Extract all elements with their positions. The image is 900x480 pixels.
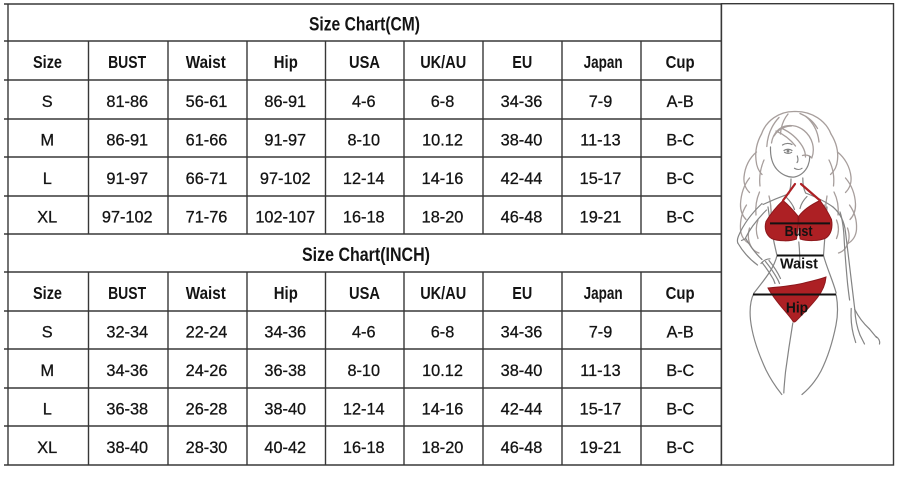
- svg-text:91-97: 91-97: [264, 130, 306, 149]
- svg-text:16-18: 16-18: [343, 207, 385, 226]
- svg-text:14-16: 14-16: [422, 169, 464, 188]
- svg-text:46-48: 46-48: [501, 438, 543, 457]
- svg-text:34-36: 34-36: [501, 322, 543, 341]
- svg-text:34-36: 34-36: [106, 361, 148, 380]
- svg-text:12-14: 12-14: [343, 399, 385, 418]
- svg-text:102-107: 102-107: [255, 207, 315, 226]
- svg-text:18-20: 18-20: [422, 438, 464, 457]
- svg-text:Hip: Hip: [786, 300, 808, 317]
- svg-text:Bust: Bust: [785, 223, 813, 240]
- svg-text:Waist: Waist: [186, 52, 226, 72]
- svg-text:USA: USA: [349, 52, 380, 72]
- svg-text:UK/AU: UK/AU: [420, 52, 466, 72]
- svg-text:Size: Size: [33, 283, 62, 303]
- svg-text:BUST: BUST: [108, 52, 146, 72]
- svg-text:M: M: [40, 130, 54, 149]
- svg-text:86-91: 86-91: [264, 92, 306, 111]
- svg-text:8-10: 8-10: [347, 130, 380, 149]
- svg-text:BUST: BUST: [108, 283, 146, 303]
- svg-text:Japan: Japan: [584, 283, 623, 303]
- svg-text:Waist: Waist: [780, 255, 818, 272]
- svg-text:18-20: 18-20: [422, 207, 464, 226]
- svg-text:34-36: 34-36: [264, 322, 306, 341]
- svg-text:26-28: 26-28: [186, 399, 228, 418]
- svg-text:B-C: B-C: [666, 207, 694, 226]
- svg-text:38-40: 38-40: [501, 130, 543, 149]
- svg-text:14-16: 14-16: [422, 399, 464, 418]
- svg-text:Size: Size: [33, 52, 62, 72]
- svg-text:10.12: 10.12: [422, 130, 463, 149]
- svg-text:24-26: 24-26: [186, 361, 228, 380]
- svg-text:36-38: 36-38: [106, 399, 148, 418]
- svg-text:A-B: A-B: [667, 322, 694, 341]
- svg-text:USA: USA: [349, 283, 380, 303]
- svg-text:91-97: 91-97: [106, 169, 148, 188]
- svg-text:XL: XL: [37, 207, 57, 226]
- svg-text:42-44: 42-44: [501, 169, 543, 188]
- svg-text:15-17: 15-17: [580, 169, 622, 188]
- svg-text:11-13: 11-13: [580, 361, 620, 380]
- svg-text:56-61: 56-61: [186, 92, 228, 111]
- svg-text:7-9: 7-9: [589, 92, 613, 111]
- svg-text:71-76: 71-76: [186, 207, 228, 226]
- svg-text:B-C: B-C: [666, 399, 694, 418]
- svg-text:12-14: 12-14: [343, 169, 385, 188]
- svg-text:XL: XL: [37, 438, 57, 457]
- svg-text:EU: EU: [512, 283, 532, 303]
- svg-text:EU: EU: [512, 52, 532, 72]
- svg-text:M: M: [40, 361, 54, 380]
- svg-text:46-48: 46-48: [501, 207, 543, 226]
- svg-text:42-44: 42-44: [501, 399, 543, 418]
- svg-text:97-102: 97-102: [102, 207, 153, 226]
- svg-text:81-86: 81-86: [106, 92, 148, 111]
- svg-text:19-21: 19-21: [580, 207, 622, 226]
- svg-text:16-18: 16-18: [343, 438, 385, 457]
- svg-text:22-24: 22-24: [186, 322, 228, 341]
- svg-text:8-10: 8-10: [347, 361, 380, 380]
- svg-text:Cup: Cup: [666, 283, 695, 303]
- svg-text:4-6: 4-6: [352, 322, 376, 341]
- svg-text:Japan: Japan: [584, 52, 623, 72]
- svg-text:10.12: 10.12: [422, 361, 463, 380]
- svg-text:34-36: 34-36: [501, 92, 543, 111]
- svg-text:11-13: 11-13: [580, 130, 620, 149]
- svg-text:61-66: 61-66: [186, 130, 228, 149]
- svg-text:97-102: 97-102: [260, 169, 311, 188]
- svg-text:4-6: 4-6: [352, 92, 376, 111]
- svg-text:S: S: [42, 92, 53, 111]
- svg-text:36-38: 36-38: [264, 361, 306, 380]
- svg-text:Size Chart(CM): Size Chart(CM): [309, 14, 420, 36]
- svg-text:Hip: Hip: [274, 283, 298, 303]
- svg-text:S: S: [42, 322, 53, 341]
- svg-text:7-9: 7-9: [589, 322, 613, 341]
- svg-text:Size Chart(INCH): Size Chart(INCH): [302, 244, 430, 266]
- svg-text:Hip: Hip: [274, 52, 298, 72]
- svg-text:86-91: 86-91: [106, 130, 148, 149]
- svg-text:L: L: [43, 169, 52, 188]
- svg-text:B-C: B-C: [666, 438, 694, 457]
- svg-text:UK/AU: UK/AU: [420, 283, 466, 303]
- svg-text:28-30: 28-30: [186, 438, 228, 457]
- svg-text:40-42: 40-42: [264, 438, 306, 457]
- svg-text:B-C: B-C: [666, 130, 694, 149]
- svg-text:32-34: 32-34: [106, 322, 148, 341]
- svg-text:38-40: 38-40: [264, 399, 306, 418]
- svg-text:A-B: A-B: [667, 92, 694, 111]
- svg-text:B-C: B-C: [666, 169, 694, 188]
- svg-text:6-8: 6-8: [431, 92, 455, 111]
- svg-text:38-40: 38-40: [501, 361, 543, 380]
- svg-text:6-8: 6-8: [431, 322, 455, 341]
- svg-text:Cup: Cup: [666, 52, 695, 72]
- svg-text:19-21: 19-21: [580, 438, 622, 457]
- svg-text:B-C: B-C: [666, 361, 694, 380]
- svg-text:Waist: Waist: [186, 283, 226, 303]
- svg-text:15-17: 15-17: [580, 399, 622, 418]
- svg-text:L: L: [43, 399, 52, 418]
- svg-text:38-40: 38-40: [106, 438, 148, 457]
- svg-text:66-71: 66-71: [186, 169, 228, 188]
